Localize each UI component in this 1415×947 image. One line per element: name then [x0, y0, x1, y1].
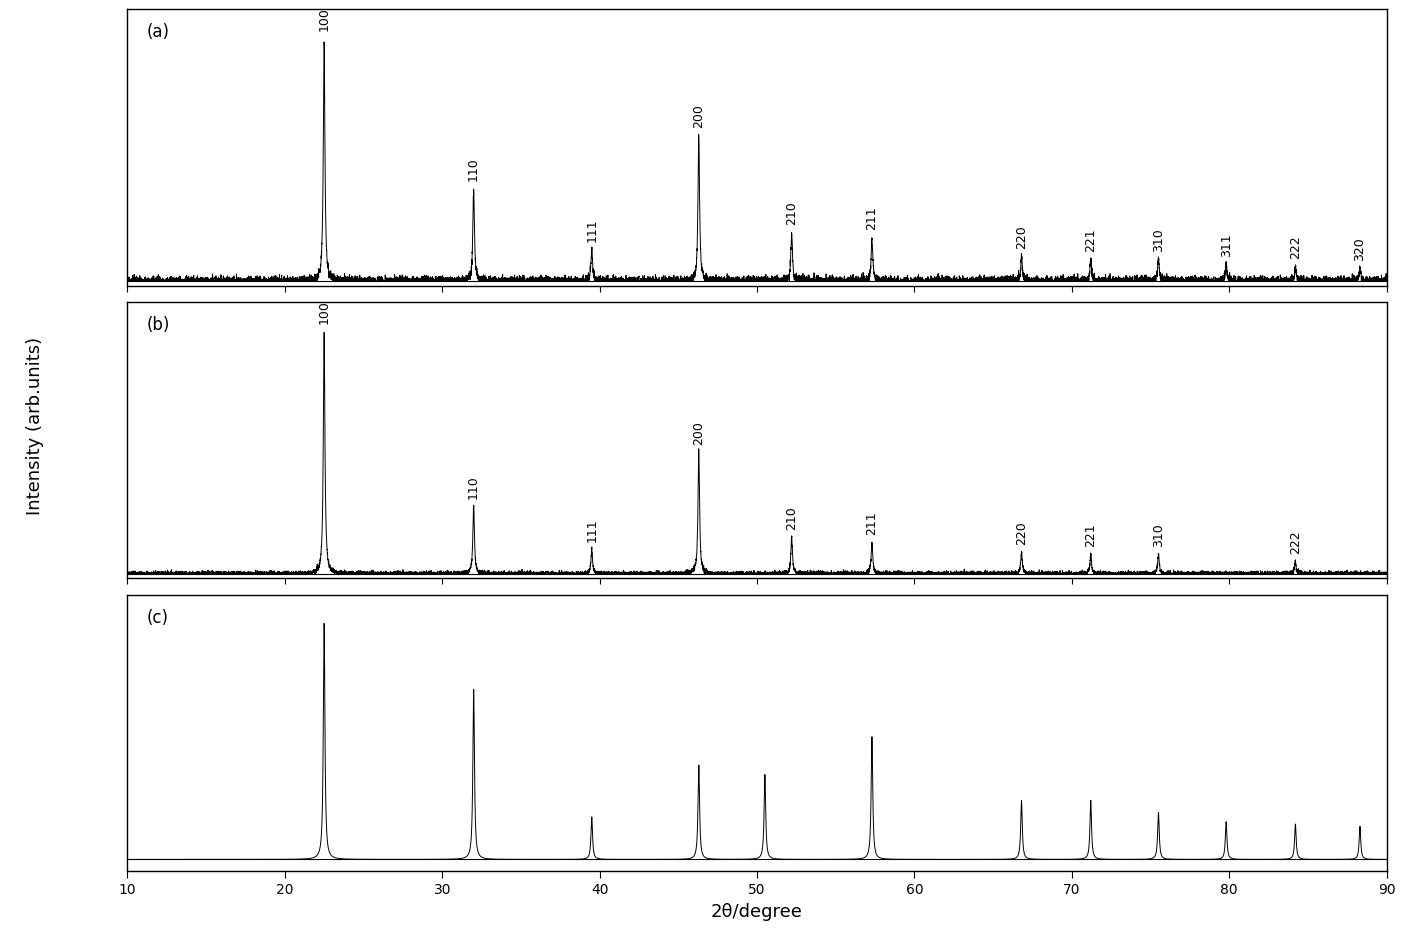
Text: 221: 221 [1084, 228, 1097, 252]
Text: 111: 111 [586, 219, 599, 242]
Text: 211: 211 [866, 511, 879, 535]
Text: 110: 110 [467, 474, 480, 498]
Text: 200: 200 [692, 421, 705, 445]
Text: 311: 311 [1220, 233, 1232, 257]
Text: 222: 222 [1289, 530, 1302, 554]
Text: 210: 210 [785, 202, 798, 225]
X-axis label: 2θ/degree: 2θ/degree [712, 902, 802, 920]
Text: 310: 310 [1152, 228, 1165, 252]
Text: 320: 320 [1353, 238, 1367, 261]
Text: 100: 100 [317, 300, 331, 324]
Text: 220: 220 [1015, 521, 1027, 545]
Text: 220: 220 [1015, 225, 1027, 249]
Text: (b): (b) [146, 316, 170, 334]
Text: Intensity (arb.units): Intensity (arb.units) [27, 337, 44, 515]
Text: 221: 221 [1084, 524, 1097, 547]
Text: 210: 210 [785, 507, 798, 530]
Text: 222: 222 [1289, 236, 1302, 259]
Text: 111: 111 [586, 519, 599, 542]
Text: 310: 310 [1152, 523, 1165, 547]
Text: 200: 200 [692, 104, 705, 128]
Text: 100: 100 [317, 8, 331, 31]
Text: (c): (c) [146, 609, 168, 627]
Text: 211: 211 [866, 206, 879, 230]
Text: (a): (a) [146, 24, 170, 42]
Text: 110: 110 [467, 158, 480, 182]
